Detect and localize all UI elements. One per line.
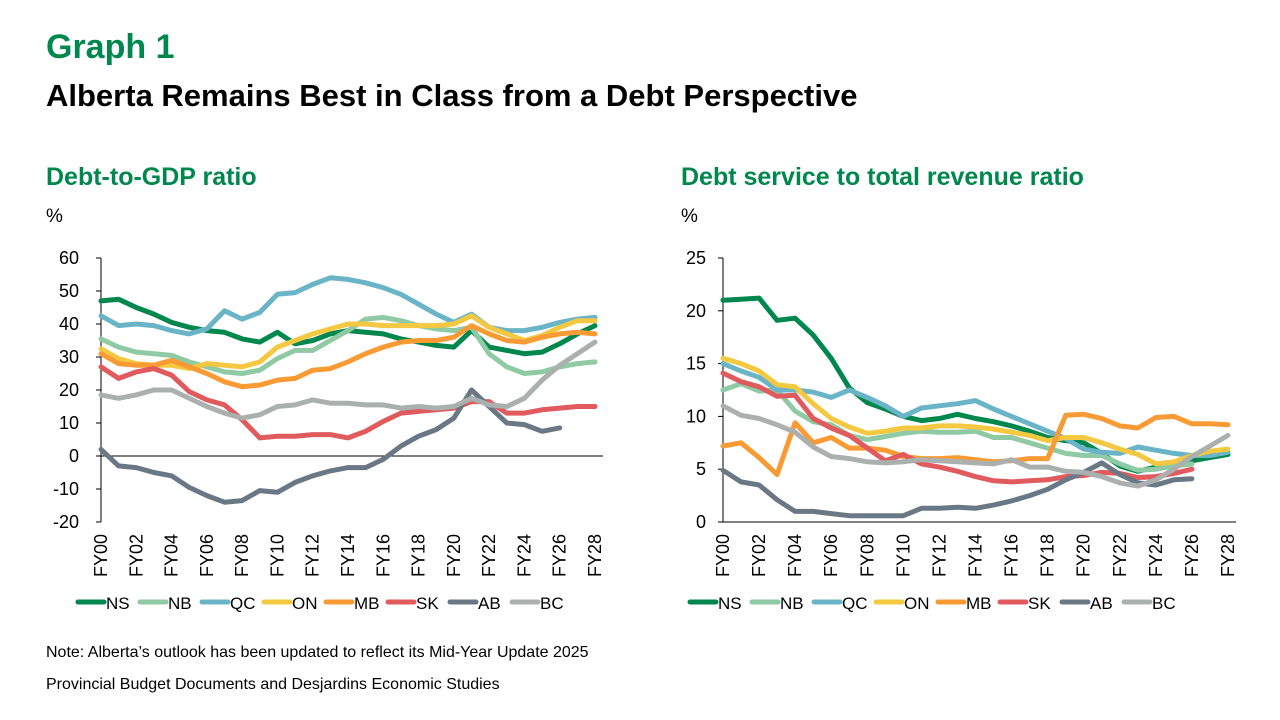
- graph-number: Graph 1: [46, 28, 175, 66]
- legend-label-qc: QC: [842, 594, 868, 613]
- x-tick-label: FY08: [857, 534, 877, 577]
- legend-label-bc: BC: [540, 594, 564, 613]
- legend-label-bc: BC: [1152, 594, 1176, 613]
- y-tick-label: 10: [59, 413, 79, 433]
- series-line-nb: [720, 381, 1195, 473]
- legend-label-on: ON: [904, 594, 930, 613]
- series-line-qc: [98, 275, 598, 337]
- x-tick-label: FY28: [585, 534, 605, 577]
- legend-label-sk: SK: [416, 594, 439, 613]
- series-line-on: [98, 313, 598, 372]
- series-line-bc: [720, 403, 1231, 489]
- x-tick-label: FY28: [1218, 534, 1238, 577]
- legend-label-sk: SK: [1028, 594, 1051, 613]
- x-tick-label: FY20: [444, 534, 464, 577]
- y-tick-label: 20: [59, 380, 79, 400]
- legend-label-ab: AB: [478, 594, 501, 613]
- series-line-mb: [720, 411, 1231, 477]
- x-tick-label: FY18: [409, 534, 429, 577]
- x-tick-label: FY20: [1074, 534, 1094, 577]
- x-tick-label: FY12: [929, 534, 949, 577]
- y-tick-label: -10: [53, 479, 79, 499]
- x-tick-label: FY24: [514, 534, 534, 577]
- source-text: Provincial Budget Documents and Desjardi…: [46, 676, 500, 693]
- x-tick-label: FY14: [966, 534, 986, 577]
- legend-label-nb: NB: [168, 594, 192, 613]
- left-chart-title: Debt-to-GDP ratio: [46, 163, 257, 191]
- x-tick-label: FY04: [785, 534, 805, 577]
- note-text: Note: Alberta’s outlook has been updated…: [46, 644, 589, 661]
- legend-label-qc: QC: [230, 594, 256, 613]
- y-tick-label: -20: [53, 512, 79, 532]
- x-tick-label: FY22: [1110, 534, 1130, 577]
- series-line-qc: [720, 361, 1231, 458]
- series-line-ns: [720, 295, 1231, 474]
- x-tick-label: FY04: [162, 534, 182, 577]
- x-tick-label: FY10: [267, 534, 287, 577]
- y-tick-label: 30: [59, 347, 79, 367]
- y-tick-label: 10: [686, 406, 706, 426]
- legend-label-mb: MB: [354, 594, 380, 613]
- x-tick-label: FY12: [303, 534, 323, 577]
- series-line-nb: [98, 314, 598, 376]
- series-line-mb: [98, 323, 598, 390]
- x-tick-label: FY00: [91, 534, 111, 577]
- y-tick-label: 50: [59, 281, 79, 301]
- x-tick-label: FY14: [338, 534, 358, 577]
- series-line-bc: [98, 339, 598, 421]
- x-tick-label: FY02: [749, 534, 769, 577]
- left-y-unit: %: [46, 206, 63, 227]
- series-line-sk: [98, 364, 598, 441]
- y-tick-label: 0: [696, 512, 706, 532]
- x-tick-label: FY16: [373, 534, 393, 577]
- right-chart-title: Debt service to total revenue ratio: [681, 163, 1084, 191]
- y-tick-label: 25: [686, 248, 706, 268]
- legend-label-nb: NB: [780, 594, 804, 613]
- series-line-on: [720, 355, 1231, 467]
- x-tick-label: FY02: [126, 534, 146, 577]
- x-tick-label: FY26: [1182, 534, 1202, 577]
- x-tick-label: FY10: [893, 534, 913, 577]
- legend-label-ns: NS: [718, 594, 742, 613]
- y-tick-label: 0: [69, 446, 79, 466]
- series-line-ab: [720, 460, 1195, 519]
- right-y-unit: %: [681, 206, 698, 227]
- y-tick-label: 20: [686, 301, 706, 321]
- y-tick-label: 60: [59, 248, 79, 268]
- graph-title: Alberta Remains Best in Class from a Deb…: [46, 78, 858, 113]
- x-tick-label: FY06: [821, 534, 841, 577]
- x-tick-label: FY08: [232, 534, 252, 577]
- x-tick-label: FY00: [713, 534, 733, 577]
- x-tick-label: FY22: [479, 534, 499, 577]
- legend-label-ab: AB: [1090, 594, 1113, 613]
- x-tick-label: FY06: [197, 534, 217, 577]
- x-tick-label: FY16: [1002, 534, 1022, 577]
- legend-label-ns: NS: [106, 594, 130, 613]
- y-tick-label: 5: [696, 459, 706, 479]
- legend-label-mb: MB: [966, 594, 992, 613]
- x-tick-label: FY18: [1038, 534, 1058, 577]
- x-tick-label: FY24: [1146, 534, 1166, 577]
- x-tick-label: FY26: [550, 534, 570, 577]
- y-tick-label: 15: [686, 354, 706, 374]
- legend-label-on: ON: [292, 594, 318, 613]
- y-tick-label: 40: [59, 314, 79, 334]
